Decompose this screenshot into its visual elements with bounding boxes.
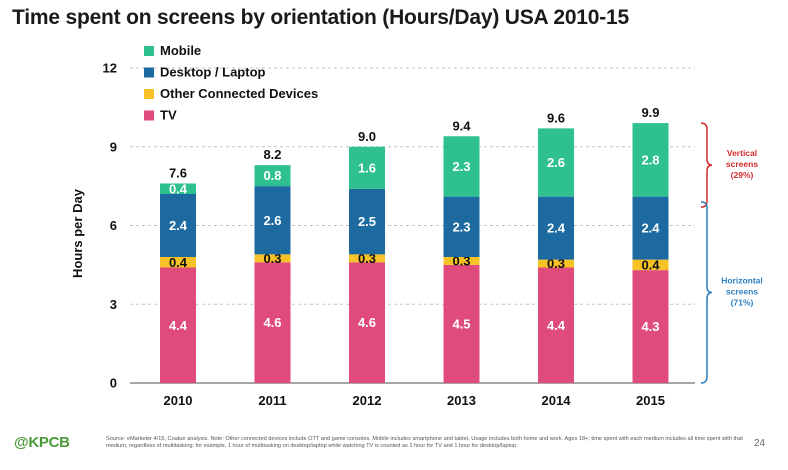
bracket-annotation-label: screens [726, 159, 758, 169]
segment-value-label: 4.4 [169, 318, 188, 333]
x-tick-label: 2011 [258, 393, 286, 408]
segment-value-label: 0.3 [263, 251, 281, 266]
bar-segment [443, 257, 480, 265]
bracket-annotation-label: Horizontal [721, 275, 763, 285]
total-value-label: 9.0 [358, 129, 376, 144]
bracket-annotation-label: (71%) [731, 297, 754, 307]
bracket-annotation [700, 122, 713, 208]
bar-segment [538, 267, 574, 383]
bar-segment [349, 146, 385, 189]
page-number: 24 [754, 438, 766, 449]
total-value-label: 9.9 [641, 105, 659, 120]
bar-segment [632, 270, 669, 383]
y-tick-label: 9 [110, 139, 117, 154]
legend-swatch [144, 67, 154, 78]
y-tick-label: 6 [110, 218, 117, 233]
segment-value-label: 0.4 [641, 257, 660, 272]
segment-value-label: 4.6 [358, 315, 376, 330]
y-tick-label: 3 [110, 297, 117, 312]
segment-value-label: 0.3 [452, 253, 470, 268]
bar-segment [632, 259, 669, 271]
bar-segment [160, 257, 196, 268]
bar-segment [538, 128, 574, 197]
legend-swatch [144, 46, 154, 56]
segment-value-label: 2.5 [358, 214, 376, 229]
bar-segment [160, 183, 196, 194]
x-tick-label: 2013 [447, 393, 476, 408]
bar-segment [254, 262, 291, 383]
bar-segment [160, 267, 196, 383]
x-tick-label: 2015 [636, 393, 665, 408]
bracket-annotation-label: Vertical [727, 148, 757, 158]
segment-value-label: 2.3 [452, 159, 470, 174]
y-tick-label: 0 [110, 376, 117, 391]
segment-value-label: 0.3 [547, 256, 565, 271]
segment-value-label: 0.4 [169, 181, 188, 196]
legend-label: TV [160, 108, 177, 123]
x-tick-label: 2012 [353, 393, 382, 408]
total-value-label: 8.2 [263, 147, 281, 162]
kpcb-logo: @KPCB [14, 434, 70, 451]
bar-segment [349, 262, 385, 383]
x-tick-label: 2010 [164, 393, 193, 408]
bar-segment [538, 196, 574, 260]
segment-value-label: 0.3 [358, 251, 376, 266]
segment-value-label: 2.4 [641, 221, 660, 236]
bar-segment [349, 254, 385, 263]
bar-segment [254, 254, 291, 263]
bar-segment [632, 123, 669, 197]
y-axis-label: Hours per Day [70, 188, 85, 278]
segment-value-label: 4.6 [263, 315, 281, 330]
segment-value-label: 2.3 [452, 219, 470, 234]
bar-segment [254, 186, 291, 255]
y-tick-label: 12 [103, 61, 117, 76]
bracket-annotation-label: screens [726, 286, 758, 296]
segment-value-label: 4.3 [641, 319, 659, 334]
total-value-label: 9.4 [452, 118, 471, 133]
legend-label: Other Connected Devices [160, 86, 318, 101]
segment-value-label: 2.6 [263, 213, 281, 228]
bar-segment [538, 259, 574, 268]
segment-value-label: 4.4 [547, 318, 566, 333]
total-value-label: 7.6 [169, 166, 187, 181]
chart-title: Time spent on screens by orientation (Ho… [12, 6, 630, 29]
segment-value-label: 2.8 [641, 152, 659, 167]
segment-value-label: 0.4 [169, 255, 188, 270]
source-note: Source: eMarketer 4/15, Coatue analysis.… [106, 436, 743, 449]
bar-segment [349, 188, 385, 255]
bracket-annotation [700, 201, 713, 384]
segment-value-label: 2.4 [169, 218, 188, 233]
bar-segment [160, 194, 196, 257]
bar-segment [254, 165, 291, 187]
legend-swatch [144, 89, 154, 99]
segment-value-label: 2.6 [547, 155, 565, 170]
segment-value-label: 2.4 [547, 221, 566, 236]
segment-value-label: 0.8 [263, 168, 281, 183]
bracket-annotation-label: (29%) [731, 170, 754, 180]
footer: @KPCB Source: eMarketer 4/15, Coatue ana… [14, 430, 784, 466]
bar-segment [443, 196, 480, 257]
segment-value-label: 4.5 [452, 316, 470, 331]
bar-segment [632, 196, 669, 260]
legend-label: Mobile [160, 43, 201, 58]
total-value-label: 9.6 [547, 110, 565, 125]
bar-segment [443, 264, 480, 383]
legend-label: Desktop / Laptop [160, 65, 266, 80]
legend-swatch [144, 110, 154, 121]
x-tick-label: 2014 [542, 393, 572, 408]
segment-value-label: 1.6 [358, 160, 376, 175]
bar-segment [443, 136, 480, 197]
